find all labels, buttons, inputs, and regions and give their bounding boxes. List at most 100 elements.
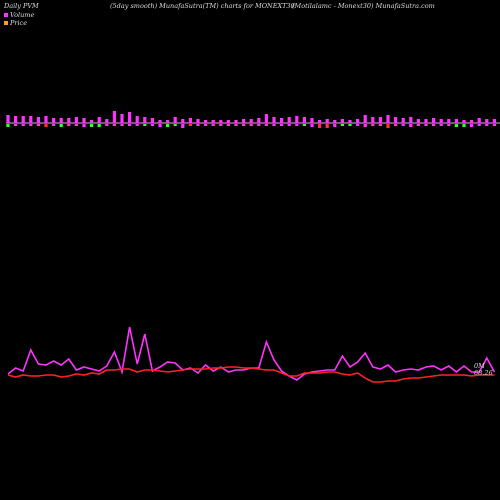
volume-bar-down [295, 124, 299, 126]
volume-bar-up [196, 119, 200, 123]
volume-bar-down [219, 124, 223, 126]
volume-bar-down [287, 124, 291, 126]
volume-bar-up [356, 119, 360, 123]
volume-bar-up [181, 119, 185, 123]
volume-bar-down [333, 124, 337, 127]
volume-bar-up [318, 120, 322, 123]
volume-bar-down [325, 124, 329, 128]
volume-bar-up [470, 120, 474, 123]
volume-bar-up [333, 120, 337, 123]
volume-bar-down [128, 124, 132, 126]
volume-bar-up [378, 117, 382, 123]
volume-bar-down [143, 124, 147, 126]
volume-bar-down [348, 124, 352, 126]
volume-bar-down [340, 124, 344, 126]
volume-bar-up [492, 119, 496, 123]
volume-bar-down [204, 124, 208, 126]
volume-bar-up [439, 119, 443, 123]
volume-bar-down [234, 124, 238, 126]
volume-bar-down [196, 124, 200, 126]
volume-bar-up [67, 118, 71, 123]
volume-bar-up [105, 119, 109, 123]
volume-bar-up [371, 117, 375, 123]
volume-bar-down [21, 124, 25, 126]
volume-bar-down [105, 124, 109, 126]
volume-bar-down [181, 124, 185, 128]
volume-bar-up [44, 116, 48, 123]
volume-bar-up [416, 119, 420, 123]
volume-bar-down [416, 124, 420, 126]
volume-bar-up [97, 117, 101, 123]
volume-bar-down [356, 124, 360, 126]
volume-bar-up [14, 116, 18, 123]
volume-bar-up [394, 117, 398, 123]
volume-bar-up [249, 119, 253, 123]
volume-bar-down [432, 124, 436, 126]
volume-bar-down [318, 124, 322, 128]
volume-bar-down [135, 124, 139, 126]
volume-bar-up [264, 114, 268, 123]
volume-bar-up [6, 115, 10, 123]
legend-price-swatch [4, 21, 8, 25]
volume-bar-down [249, 124, 253, 126]
volume-bar-up [36, 117, 40, 123]
volume-bar-down [462, 124, 466, 127]
volume-bar-down [264, 124, 268, 126]
volume-bar-up [128, 112, 132, 123]
volume-bar-down [386, 124, 390, 128]
volume-bar-up [302, 117, 306, 123]
volume-bar-up [409, 117, 413, 123]
volume-bar-up [462, 120, 466, 123]
volume-bar-down [188, 124, 192, 126]
volume-bar-down [401, 124, 405, 126]
volume-bar-up [158, 120, 162, 123]
volume-bar-down [82, 124, 86, 127]
volume-bar-down [447, 124, 451, 126]
volume-bar-up [287, 117, 291, 123]
volume-bar-down [36, 124, 40, 126]
volume-bar-down [90, 124, 94, 127]
volume-bar-up [325, 119, 329, 123]
volume-bar-up [143, 117, 147, 123]
volume-bar-up [150, 118, 154, 123]
volume-bar-up [280, 118, 284, 123]
volume-bar-down [485, 124, 489, 126]
volume-bar-down [29, 124, 33, 126]
volume-bar-up [219, 120, 223, 123]
volume-bar-down [378, 124, 382, 126]
volume-bar-down [363, 124, 367, 127]
legend-volume-swatch [4, 13, 8, 17]
volume-bar-up [59, 118, 63, 123]
volume-bar-up [257, 118, 261, 123]
volume-bar-down [226, 124, 230, 126]
volume-bar-up [112, 111, 116, 123]
volume-bar-down [14, 124, 18, 126]
volume-bar-up [310, 118, 314, 123]
volume-bar-down [6, 124, 10, 127]
volume-bar-down [477, 124, 481, 126]
volume-bar-down [97, 124, 101, 127]
volume-bar-up [135, 116, 139, 123]
volume-bar-down [394, 124, 398, 126]
volume-bar-up [234, 120, 238, 123]
volume-bar-down [272, 124, 276, 126]
volume-bar-up [166, 120, 170, 123]
legend-price: Price [4, 19, 27, 27]
volume-bar-up [272, 117, 276, 123]
volume-bar-up [363, 115, 367, 123]
volume-bar-up [188, 118, 192, 123]
volume-bar-up [90, 120, 94, 123]
volume-bar-up [424, 119, 428, 123]
volume-bar-down [242, 124, 246, 126]
volume-bar-up [21, 116, 25, 123]
volume-bar-down [59, 124, 63, 127]
volume-bar-down [52, 124, 56, 126]
volume-bar-down [310, 124, 314, 127]
volume-bar-up [454, 119, 458, 123]
volume-bar-down [470, 124, 474, 127]
volume-bar-up [211, 120, 215, 123]
volume-bar-down [257, 124, 261, 126]
volume-bar-down [44, 124, 48, 127]
volume-bar-down [67, 124, 71, 126]
